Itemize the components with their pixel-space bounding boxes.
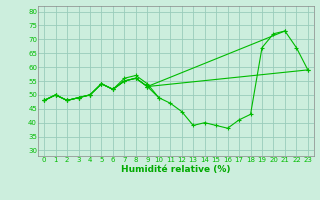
X-axis label: Humidité relative (%): Humidité relative (%) [121, 165, 231, 174]
